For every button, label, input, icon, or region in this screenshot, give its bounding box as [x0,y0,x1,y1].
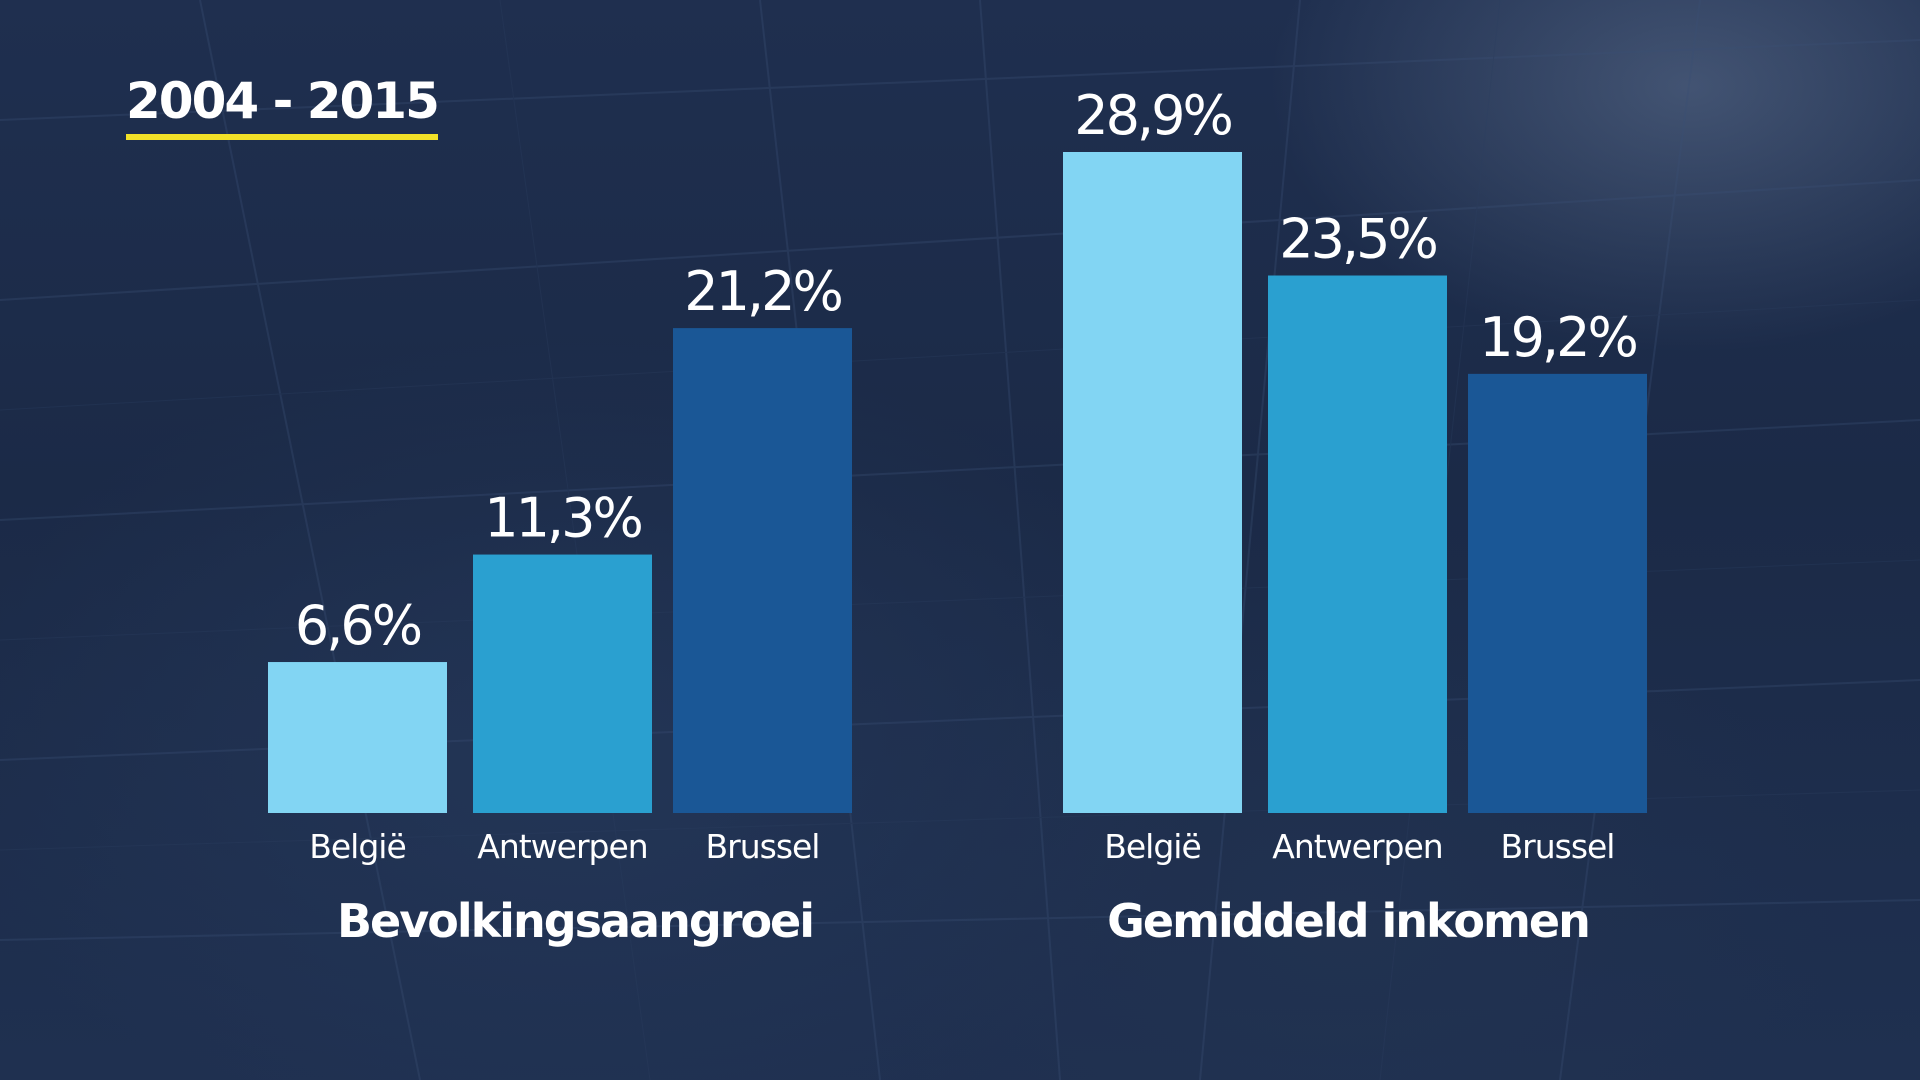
bar-antwerpen [473,554,652,813]
category-label-antwerpen: Antwerpen [477,827,647,866]
chart-title: Bevolkingsaangroei [337,894,813,948]
chart-gemiddeld-inkomen: 28,9% België 23,5% Antwerpen 19,2% Brussel Gem… [1063,84,1647,948]
chart-title: Gemiddeld inkomen [1107,894,1589,948]
period-label: 2004 - 2015 [126,76,440,140]
value-label-belgi: 6,6% [295,594,421,657]
value-label-antwerpen: 11,3% [484,487,641,550]
category-label-brussel: Brussel [706,827,820,866]
category-label-belgi: België [1104,827,1201,866]
bar-brussel [1468,373,1647,813]
bar-antwerpen [1268,275,1447,813]
category-label-brussel: Brussel [1501,827,1615,866]
value-label-antwerpen: 23,5% [1279,208,1436,271]
bar-belgi [1063,152,1242,813]
chart-bevolkingsaangroei: 6,6% België 11,3% Antwerpen 21,2% Brussel Bevo… [268,260,852,948]
bar-brussel [673,328,852,813]
value-label-brussel: 19,2% [1479,306,1636,369]
category-label-antwerpen: Antwerpen [1272,827,1442,866]
value-label-belgi: 28,9% [1074,84,1231,147]
value-label-brussel: 21,2% [684,260,841,323]
bar-belgi [268,662,447,813]
category-label-belgi: België [309,827,406,866]
